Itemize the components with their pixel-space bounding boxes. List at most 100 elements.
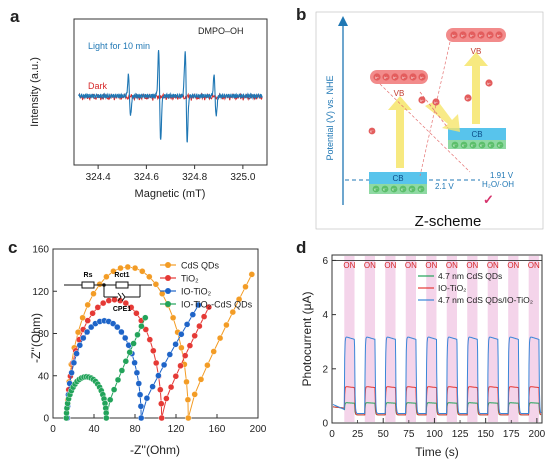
panel-d-on-band-2 — [385, 256, 396, 422]
panel-c-point-0-33 — [229, 308, 237, 316]
panel-b-hole-10 — [486, 31, 494, 39]
panel-d-on-band-4 — [426, 256, 437, 422]
panel-a-title: DMPO–OH — [198, 26, 244, 36]
panel-c-point-0-6 — [79, 314, 86, 321]
panel-c-point-2-34 — [183, 321, 191, 328]
panel-b-hole-label-11: h⁺ — [497, 34, 501, 38]
panel-d-on-label-2: ON — [384, 261, 396, 270]
panel-d-legend-label-2: 4.7 nm CdS QDs/IO-TiO₂ — [438, 295, 533, 305]
panel-c-rct-label: Rct1 — [114, 272, 129, 279]
panel-b-electron-label-10: e⁻ — [489, 144, 493, 148]
panel-b-z-path-3 — [419, 41, 451, 177]
panel-b-hole-0 — [373, 73, 381, 81]
panel-c-point-2-22 — [133, 369, 141, 376]
panel-b-potential-2: H₂O/·OH — [482, 180, 514, 189]
panel-c-point-0-15 — [139, 268, 146, 275]
panel-a-legend-dark: Dark — [88, 81, 108, 91]
panel-c-legend-marker-1 — [165, 275, 171, 281]
panel-b-hole-4 — [409, 73, 417, 81]
panel-b-electron-1 — [381, 185, 389, 193]
panel-d-on-band-0 — [344, 256, 355, 422]
panel-c-point-1-13 — [111, 296, 118, 303]
panel-c-ytick-label-3: 120 — [32, 287, 49, 298]
panel-c-legend-label-1: TiO₂ — [181, 274, 199, 284]
panel-c-ytick-label-2: 80 — [38, 329, 50, 340]
panel-c-point-1-12 — [105, 297, 113, 304]
panel-b-electron-8 — [469, 141, 477, 149]
panel-d-on-label-0: ON — [343, 261, 355, 270]
panel-c-ylabel: -Z''(Ohm) — [29, 313, 43, 363]
panel-b-electron-6 — [451, 141, 459, 149]
panel-c-point-0-27 — [191, 391, 198, 398]
panel-c-point-0-34 — [235, 296, 243, 303]
panel-c-ytick-label-1: 40 — [38, 371, 50, 382]
panel-d-xtick-label-1: 50 — [378, 429, 390, 440]
panel-d-on-band-5 — [446, 256, 457, 422]
panel-b-hole-15 — [485, 79, 493, 87]
panel-b-z-path-2 — [379, 83, 471, 173]
panel-d-frame — [331, 254, 543, 424]
panel-c-point-2-33 — [178, 331, 185, 338]
panel-b-electron-label-2: e⁻ — [392, 188, 396, 192]
panel-a-legend-light: Light for 10 min — [88, 41, 150, 51]
panel-c-point-0-24 — [183, 378, 190, 386]
panel-b-vb-left-label: VB — [394, 89, 405, 98]
panel-a-xtick-label-0: 324.4 — [86, 172, 111, 183]
panel-b-hole-label-0: h⁺ — [375, 76, 379, 80]
panel-b-hole-1 — [382, 73, 390, 81]
panel-b-electron-7 — [460, 141, 468, 149]
panel-b-electron-label-9: e⁻ — [480, 144, 484, 148]
panel-c-point-1-11 — [99, 299, 107, 307]
panel-c-point-1-35 — [200, 313, 208, 320]
panel-b-hole-3 — [400, 73, 408, 81]
panel-label-b: b — [296, 5, 306, 24]
panel-c-point-1-24 — [157, 386, 164, 393]
panel-c-point-0-9 — [96, 281, 103, 288]
panel-c-point-2-21 — [131, 359, 138, 366]
panel-b-hole-12 — [418, 96, 426, 104]
panel-a-chart: Intensity (a.u.) Magnetic (mT) DMPO–OH L… — [29, 18, 268, 200]
panel-c-point-0-17 — [152, 281, 160, 288]
panel-c-point-1-31 — [181, 352, 189, 359]
panel-c-point-3-36 — [142, 314, 149, 321]
panel-c-point-2-7 — [76, 342, 84, 349]
panel-d-on-label-5: ON — [446, 261, 458, 270]
panel-c-point-0-14 — [131, 264, 139, 272]
panel-b-vb-right-label: VB — [471, 47, 482, 56]
panel-d-ytick-label-1: 2 — [322, 364, 328, 375]
panel-b-hole-label-13: h⁺ — [434, 101, 438, 105]
panel-c-point-2-29 — [155, 372, 162, 379]
panel-b-hole-label-3: h⁺ — [402, 76, 406, 80]
panel-d-on-band-1 — [364, 256, 376, 422]
panel-c-resistor-rs — [81, 281, 95, 289]
panel-c-point-0-35 — [242, 283, 249, 290]
panel-c-point-0-30 — [210, 348, 217, 355]
panel-c-point-0-29 — [204, 362, 211, 369]
panel-b-electron-label-8: e⁻ — [471, 144, 475, 148]
panel-c-point-1-9 — [89, 310, 96, 317]
panel-d-legend-label-0: 4.7 nm CdS QDs — [438, 271, 502, 281]
panel-c-chart: -Z''(Ohm) -Z''(Ohm) 0 40 80 120 160 200 0 40 80 1… — [29, 245, 267, 458]
panel-c-rs-label: Rs — [84, 272, 93, 279]
panel-c-point-1-28 — [167, 383, 175, 391]
panel-c-point-2-4 — [68, 369, 75, 376]
panel-c-point-0-31 — [216, 334, 224, 342]
panel-c-legend-label-2: IO-TiO₂ — [181, 287, 212, 297]
panel-c-point-2-6 — [73, 350, 80, 357]
panel-c-point-2-17 — [118, 328, 125, 336]
panel-c-cpe-label: CPE1 — [113, 306, 131, 313]
panel-c-xtick-label-3: 120 — [168, 424, 185, 435]
panel-c-point-3-35 — [138, 323, 145, 330]
panel-c-point-0-25 — [184, 396, 192, 403]
panel-b-excitation-right — [464, 52, 488, 124]
panel-a-xtick-label-1: 324.6 — [134, 172, 159, 183]
panel-c-point-2-15 — [109, 320, 117, 327]
panel-c-xtick-label-2: 80 — [129, 424, 141, 435]
panel-d-on-label-8: ON — [507, 261, 519, 270]
panel-d-on-band-7 — [487, 256, 498, 422]
panel-c-point-2-30 — [160, 361, 168, 369]
panel-c-point-0-13 — [124, 263, 132, 271]
panel-c-point-1-27 — [163, 395, 170, 402]
panel-c-point-0-7 — [84, 301, 91, 309]
panel-b-hole-label-14: h⁺ — [466, 97, 470, 101]
